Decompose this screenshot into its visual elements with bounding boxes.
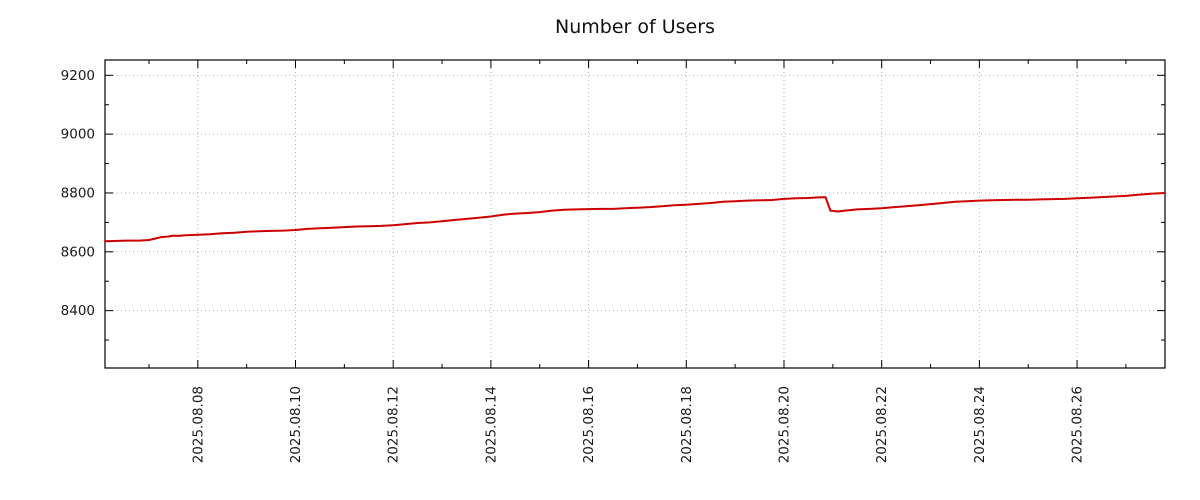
chart-series-layer	[104, 192, 1166, 243]
y-tick-label: 8400	[61, 303, 95, 319]
y-tick-label: 8600	[61, 244, 95, 260]
x-tick-label: 2025.08.20	[776, 386, 792, 463]
x-tick-label: 2025.08.22	[874, 386, 890, 463]
x-tick-label: 2025.08.26	[1070, 386, 1086, 463]
x-tick-label: 2025.08.24	[972, 386, 988, 463]
y-tick-label: 9200	[61, 68, 95, 84]
chart-grid-layer	[105, 60, 1165, 368]
x-tick-label: 2025.08.10	[288, 386, 304, 463]
y-tick-label: 8800	[61, 185, 95, 201]
y-tick-label: 9000	[61, 127, 95, 143]
chart-title: Number of Users	[555, 16, 715, 38]
chart-axis-layer: 8400 8600 8800 9000 9200 2025.08.08 2025.08.10…	[61, 59, 1166, 463]
x-tick-label: 2025.08.16	[581, 386, 597, 463]
series-line-users	[104, 192, 1166, 243]
x-tick-label: 2025.08.08	[190, 386, 206, 463]
plot-border	[104, 59, 1166, 369]
x-tick-label: 2025.08.14	[483, 386, 499, 463]
x-tick-label: 2025.08.12	[386, 386, 402, 463]
x-tick-label: 2025.08.18	[679, 386, 695, 463]
